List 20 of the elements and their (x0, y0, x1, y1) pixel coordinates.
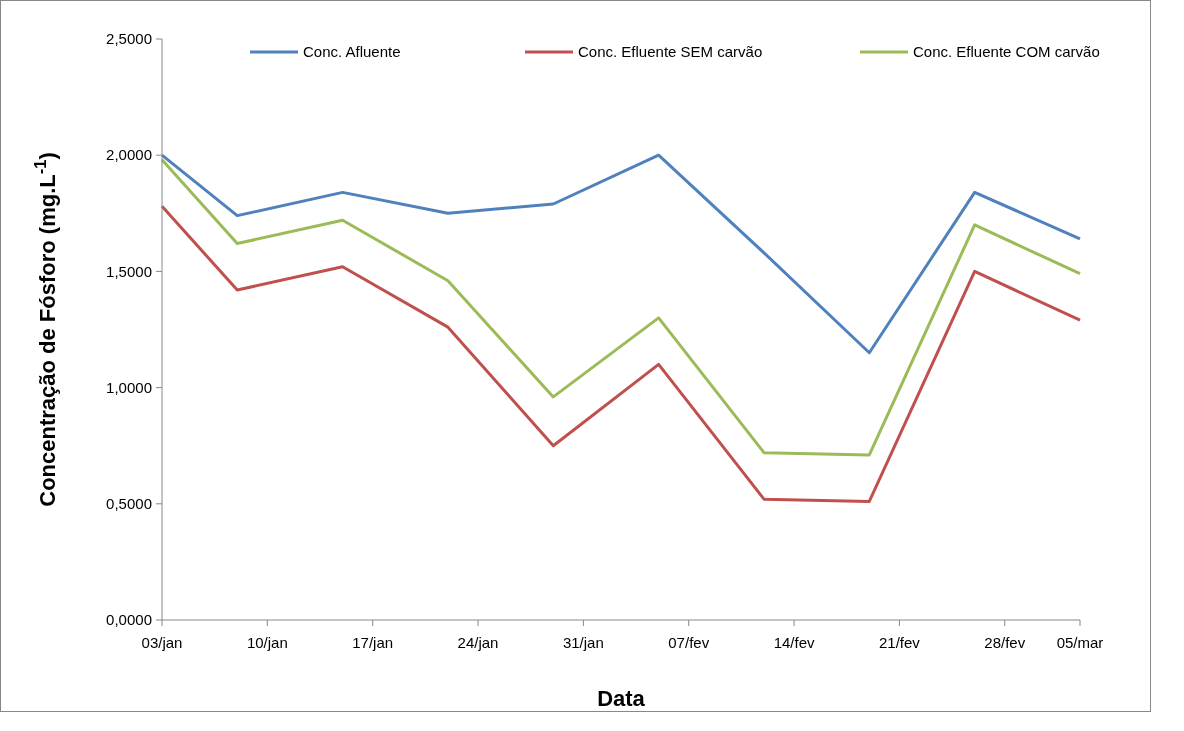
x-tick-label: 31/jan (562, 634, 604, 651)
x-tick-label: 17/jan (352, 634, 394, 651)
x-tick-label: 14/fev (773, 634, 815, 651)
x-tick-label: 05/mar (1056, 634, 1104, 651)
x-tick-label: 10/jan (246, 634, 288, 651)
y-tick-label: 0,0000 (106, 611, 152, 629)
y-tick-label: 1,0000 (106, 378, 152, 396)
x-tick-label: 24/jan (457, 634, 499, 651)
y-tick-label: 2,0000 (106, 146, 152, 164)
x-axis-title: Data (597, 686, 646, 711)
x-tick-label: 28/fev (984, 634, 1026, 651)
legend-label: Conc. Efluente SEM carvão (578, 43, 763, 61)
legend-label: Conc. Efluente COM carvão (913, 43, 1100, 61)
y-tick-label: 1,5000 (106, 262, 152, 280)
x-tick-label: 21/fev (878, 634, 921, 651)
y-tick-label: 2,5000 (106, 30, 152, 48)
x-tick-label: 07/fev (668, 634, 710, 651)
y-tick-label: 0,5000 (106, 495, 152, 513)
legend-label: Conc. Afluente (303, 43, 401, 61)
x-tick-label: 03/jan (141, 634, 183, 651)
